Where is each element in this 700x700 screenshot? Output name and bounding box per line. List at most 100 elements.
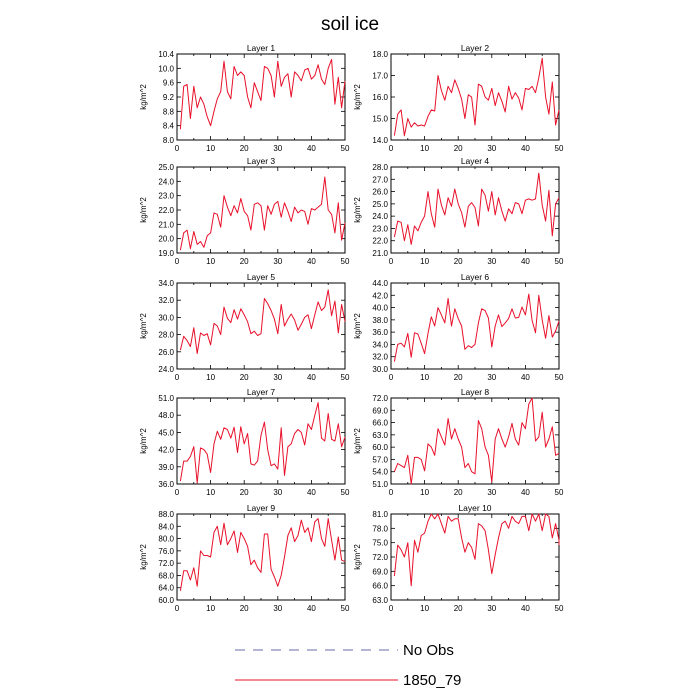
x-tick-label: 10 [420,257,429,266]
y-tick-label: 60.0 [372,443,388,452]
panel-title: Layer 6 [461,272,490,282]
y-tick-label: 14.0 [372,136,388,145]
y-tick-label: 63.0 [372,596,388,605]
x-tick-label: 0 [389,604,394,613]
y-tick-label: 39.0 [158,463,174,472]
x-tick-label: 20 [454,604,463,613]
x-tick-label: 40 [521,144,530,153]
x-tick-label: 10 [206,257,215,266]
y-tick-label: 42.0 [158,446,174,455]
y-tick-label: 25.0 [158,163,174,172]
plot-frame [176,397,346,485]
y-tick-label: 16.0 [372,93,388,102]
y-tick-label: 34.0 [372,340,388,349]
y-tick-label: 15.0 [372,115,388,124]
y-axis-label: kg/m^2 [353,313,362,339]
y-tick-label: 30.0 [158,313,174,322]
y-tick-label: 38.0 [372,316,388,325]
y-axis-label: kg/m^2 [353,197,362,223]
x-tick-label: 50 [555,144,564,153]
y-tick-label: 17.0 [372,72,388,81]
x-tick-label: 30 [487,488,496,497]
legend: No Obs 1850_79 [235,642,461,689]
x-tick-label: 30 [273,257,282,266]
y-tick-label: 36.0 [158,480,174,489]
y-tick-label: 22.0 [372,237,388,246]
y-tick-label: 24.0 [372,212,388,221]
y-tick-label: 36.0 [372,328,388,337]
x-tick-label: 20 [240,257,249,266]
panel-title: Layer 3 [247,156,276,166]
y-tick-label: 21.0 [158,220,174,229]
y-tick-label: 80.0 [158,535,174,544]
x-tick-label: 30 [273,488,282,497]
y-tick-label: 8.0 [163,136,175,145]
x-tick-label: 50 [341,488,350,497]
y-tick-label: 51.0 [372,480,388,489]
x-tick-label: 40 [307,488,316,497]
x-tick-label: 30 [273,604,282,613]
y-axis-label: kg/m^2 [139,197,148,223]
y-axis-label: kg/m^2 [139,544,148,570]
y-tick-label: 10.0 [158,64,174,73]
panel-layer-7: Layer 7 kg/m^2 0 10 20 30 40 50 36.0 39.0 42.0 45.0… [139,387,350,497]
y-axis-label: kg/m^2 [139,428,148,454]
x-tick-label: 20 [454,488,463,497]
x-tick-label: 20 [454,257,463,266]
y-axis-label: kg/m^2 [353,428,362,454]
x-tick-label: 10 [206,604,215,613]
series-line-1850_79 [393,57,560,137]
y-tick-label: 44.0 [372,279,388,288]
y-tick-label: 26.0 [372,188,388,197]
y-tick-label: 57.0 [372,455,388,464]
y-tick-label: 64.0 [158,584,174,593]
y-tick-label: 24.0 [158,177,174,186]
legend-item-1: 1850_79 [235,672,461,689]
series-line-1850_79 [393,293,560,362]
panel-layer-8: Layer 8 kg/m^2 0 10 20 30 40 50 51.0 54.0 57.0 60.0… [353,387,564,497]
y-tick-label: 22.0 [158,206,174,215]
x-tick-label: 40 [521,373,530,382]
panel-layer-1: Layer 1 kg/m^2 0 10 20 30 40 50 8.0 8.4 8.8 9.2 9.6 1… [139,43,350,153]
x-tick-label: 10 [420,373,429,382]
y-axis-label: kg/m^2 [139,313,148,339]
y-tick-label: 18.0 [372,50,388,59]
x-tick-label: 0 [175,604,180,613]
x-tick-label: 40 [307,144,316,153]
x-tick-label: 0 [389,144,394,153]
x-tick-label: 20 [240,144,249,153]
panel-title: Layer 9 [247,503,276,513]
x-tick-label: 50 [341,144,350,153]
y-tick-label: 66.0 [372,582,388,591]
layer-panels: Layer 1 kg/m^2 0 10 20 30 40 50 8.0 8.4 8.8 9.2 9.6 1… [139,43,564,613]
x-tick-label: 30 [487,373,496,382]
x-tick-label: 50 [555,373,564,382]
x-tick-label: 20 [454,144,463,153]
panel-layer-4: Layer 4 kg/m^2 0 10 20 30 40 50 21.0 22.0 23.0 24.0… [353,156,564,266]
x-tick-label: 20 [454,373,463,382]
y-tick-label: 42.0 [372,291,388,300]
y-tick-label: 28.0 [158,331,174,340]
x-tick-label: 40 [307,257,316,266]
x-tick-label: 40 [521,604,530,613]
panel-title: Layer 10 [458,503,491,513]
series-line-1850_79 [179,176,346,251]
plot-frame [176,166,346,254]
panel-layer-6: Layer 6 kg/m^2 0 10 20 30 40 50 30.0 32.0 34.0 36.0… [353,272,564,382]
x-tick-label: 30 [487,257,496,266]
y-axis-label: kg/m^2 [353,84,362,110]
x-tick-label: 0 [175,257,180,266]
x-tick-label: 20 [240,488,249,497]
x-tick-label: 10 [420,604,429,613]
series-line-1850_79 [179,402,346,484]
y-tick-label: 66.0 [372,419,388,428]
y-tick-label: 10.4 [158,50,174,59]
panel-title: Layer 7 [247,387,276,397]
x-tick-label: 10 [206,373,215,382]
y-tick-label: 19.0 [158,249,174,258]
legend-label: 1850_79 [403,672,461,689]
y-tick-label: 60.0 [158,596,174,605]
x-tick-label: 30 [273,144,282,153]
y-tick-label: 88.0 [158,510,174,519]
y-tick-label: 32.0 [158,296,174,305]
